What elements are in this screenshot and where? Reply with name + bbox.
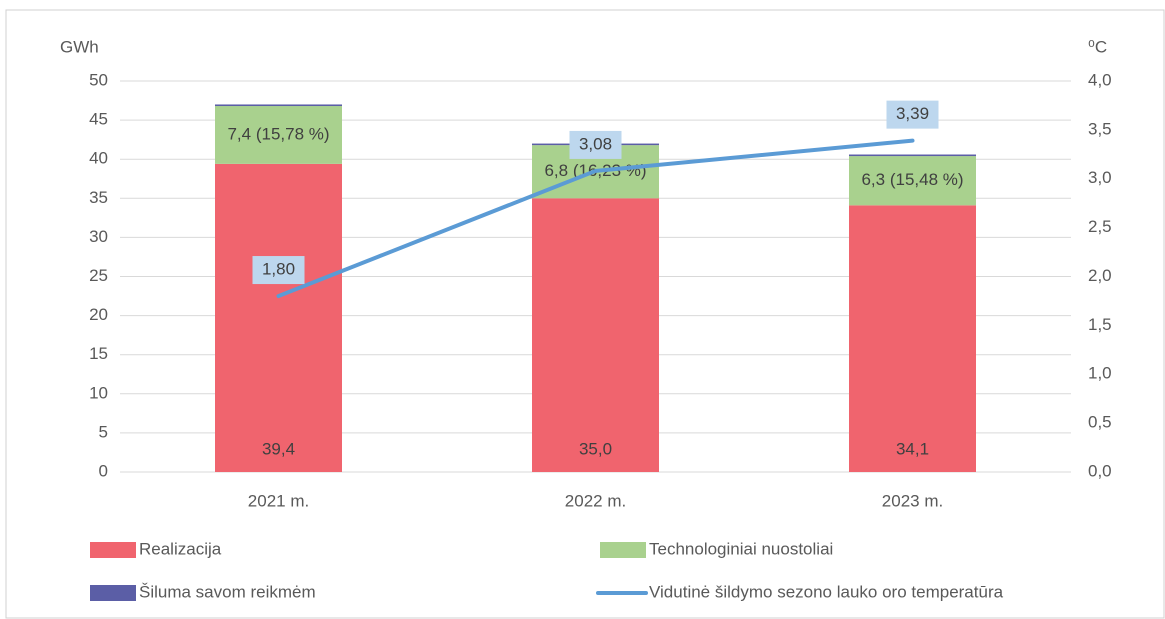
y-tick-label: 0 <box>99 461 108 480</box>
y2-tick-label: 3,5 <box>1088 119 1112 138</box>
y2-tick-label: 2,5 <box>1088 217 1112 236</box>
legend-label: Šiluma savom reikmėm <box>139 582 316 601</box>
y2-tick-label: 4,0 <box>1088 70 1112 89</box>
data-label: 34,1 <box>896 439 929 458</box>
bar-segment <box>215 163 342 472</box>
y-axis-label: GWh <box>60 37 99 56</box>
bar-segment <box>849 156 976 206</box>
legend-label: Technologiniai nuostoliai <box>649 539 833 558</box>
y-tick-label: 45 <box>89 110 108 129</box>
legend-label: Realizacija <box>139 539 222 558</box>
data-label: 3,39 <box>896 104 929 123</box>
data-label: 1,80 <box>262 260 295 279</box>
y-tick-label: 50 <box>89 70 108 89</box>
legend-swatch <box>600 542 646 558</box>
data-label-box <box>886 100 939 129</box>
y-tick-label: 5 <box>99 422 108 441</box>
x-tick-label: 2021 m. <box>248 491 309 510</box>
data-label: 35,0 <box>579 439 612 458</box>
data-label-box <box>252 256 305 285</box>
y2-tick-label: 3,0 <box>1088 168 1112 187</box>
legend-label: Vidutinė šildymo sezono lauko oro temper… <box>649 582 1004 601</box>
y-tick-label: 15 <box>89 344 108 363</box>
legend-swatch <box>90 542 136 558</box>
data-label: 7,4 (15,78 %) <box>227 124 329 143</box>
y-tick-label: 25 <box>89 266 108 285</box>
bar-segment <box>849 205 976 472</box>
data-label-box <box>569 130 622 159</box>
y-tick-label: 40 <box>89 149 108 168</box>
y2-tick-label: 0,5 <box>1088 413 1112 432</box>
bar-segment <box>849 154 976 157</box>
y2-tick-label: 1,0 <box>1088 364 1112 383</box>
bar-segment <box>215 106 342 164</box>
y-tick-label: 35 <box>89 188 108 207</box>
data-label: 3,08 <box>579 134 612 153</box>
y2-axis-label: ⁰C <box>1088 37 1107 56</box>
y-tick-label: 10 <box>89 383 108 402</box>
y-tick-label: 20 <box>89 305 108 324</box>
bar-segment <box>532 198 659 473</box>
bar-segment <box>215 104 342 107</box>
x-tick-label: 2022 m. <box>565 491 626 510</box>
data-label: 39,4 <box>262 439 295 458</box>
y-tick-label: 30 <box>89 227 108 246</box>
line-series <box>276 138 915 299</box>
y2-tick-label: 2,0 <box>1088 266 1112 285</box>
legend-swatch <box>90 585 136 601</box>
y2-tick-label: 1,5 <box>1088 315 1112 334</box>
data-label: 6,3 (15,48 %) <box>861 170 963 189</box>
x-tick-label: 2023 m. <box>882 491 943 510</box>
y2-tick-label: 0,0 <box>1088 461 1112 480</box>
